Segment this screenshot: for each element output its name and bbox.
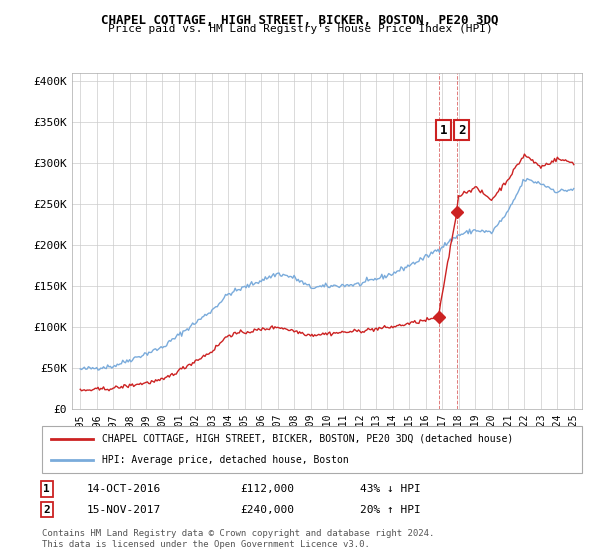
Text: 1: 1 bbox=[43, 484, 50, 494]
Text: 1: 1 bbox=[440, 124, 448, 137]
Text: 2: 2 bbox=[43, 505, 50, 515]
Text: Contains HM Land Registry data © Crown copyright and database right 2024.
This d: Contains HM Land Registry data © Crown c… bbox=[42, 529, 434, 549]
Text: 20% ↑ HPI: 20% ↑ HPI bbox=[360, 505, 421, 515]
Text: 15-NOV-2017: 15-NOV-2017 bbox=[87, 505, 161, 515]
Text: 2: 2 bbox=[458, 124, 466, 137]
Text: 43% ↓ HPI: 43% ↓ HPI bbox=[360, 484, 421, 494]
Text: £240,000: £240,000 bbox=[240, 505, 294, 515]
Text: CHAPEL COTTAGE, HIGH STREET, BICKER, BOSTON, PE20 3DQ: CHAPEL COTTAGE, HIGH STREET, BICKER, BOS… bbox=[101, 14, 499, 27]
Text: Price paid vs. HM Land Registry's House Price Index (HPI): Price paid vs. HM Land Registry's House … bbox=[107, 24, 493, 34]
Text: HPI: Average price, detached house, Boston: HPI: Average price, detached house, Bost… bbox=[102, 455, 349, 465]
Text: CHAPEL COTTAGE, HIGH STREET, BICKER, BOSTON, PE20 3DQ (detached house): CHAPEL COTTAGE, HIGH STREET, BICKER, BOS… bbox=[102, 434, 513, 444]
Text: £112,000: £112,000 bbox=[240, 484, 294, 494]
Text: 14-OCT-2016: 14-OCT-2016 bbox=[87, 484, 161, 494]
